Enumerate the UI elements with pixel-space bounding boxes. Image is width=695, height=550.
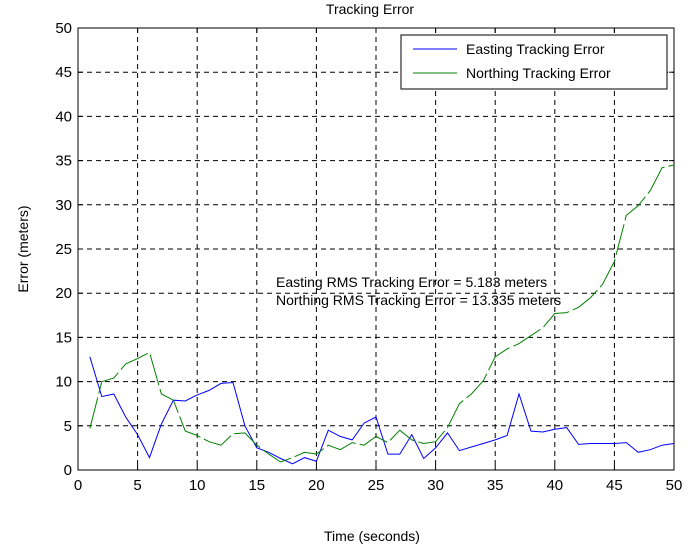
- y-tick-label: 45: [55, 64, 72, 81]
- x-tick-label: 15: [248, 477, 265, 494]
- grid: [78, 28, 674, 470]
- x-tick-label: 5: [133, 477, 141, 494]
- y-axis: 0 5 10 15 20 25 30 35 40 45 50: [55, 20, 674, 479]
- y-axis-label: Error (meters): [15, 205, 31, 292]
- legend-label-northing: Northing Tracking Error: [466, 65, 611, 81]
- y-tick-label: 35: [55, 153, 72, 170]
- x-axis: 0 5 10 15 20 25 30 35 40 45 50: [74, 28, 683, 494]
- annotation-easting-rms: Easting RMS Tracking Error = 5.183 meter…: [276, 274, 547, 290]
- x-tick-label: 30: [427, 477, 444, 494]
- y-tick-label: 5: [64, 418, 72, 435]
- series-line-northing: [89, 164, 675, 463]
- x-tick-label: 35: [487, 477, 504, 494]
- annotation-northing-rms: Northing RMS Tracking Error = 13.335 met…: [276, 292, 561, 308]
- y-tick-label: 0: [64, 462, 72, 479]
- legend-label-easting: Easting Tracking Error: [466, 41, 605, 57]
- legend: Easting Tracking Error Northing Tracking…: [400, 34, 668, 90]
- y-tick-label: 30: [55, 197, 72, 214]
- series-group: [89, 164, 675, 465]
- x-tick-label: 50: [666, 477, 683, 494]
- y-tick-label: 15: [55, 329, 72, 346]
- x-tick-label: 10: [189, 477, 206, 494]
- y-tick-label: 25: [55, 241, 72, 258]
- x-tick-label: 0: [74, 477, 82, 494]
- y-tick-label: 20: [55, 285, 72, 302]
- legend-box: [400, 34, 668, 90]
- chart-title: Tracking Error: [326, 1, 415, 17]
- x-tick-label: 20: [308, 477, 325, 494]
- x-axis-label: Time (seconds): [324, 528, 420, 544]
- y-tick-label: 50: [55, 20, 72, 37]
- x-tick-label: 45: [606, 477, 623, 494]
- x-tick-label: 40: [546, 477, 563, 494]
- y-tick-label: 40: [55, 108, 72, 125]
- x-tick-label: 25: [368, 477, 385, 494]
- y-tick-label: 10: [55, 374, 72, 391]
- series-line-easting: [89, 356, 675, 465]
